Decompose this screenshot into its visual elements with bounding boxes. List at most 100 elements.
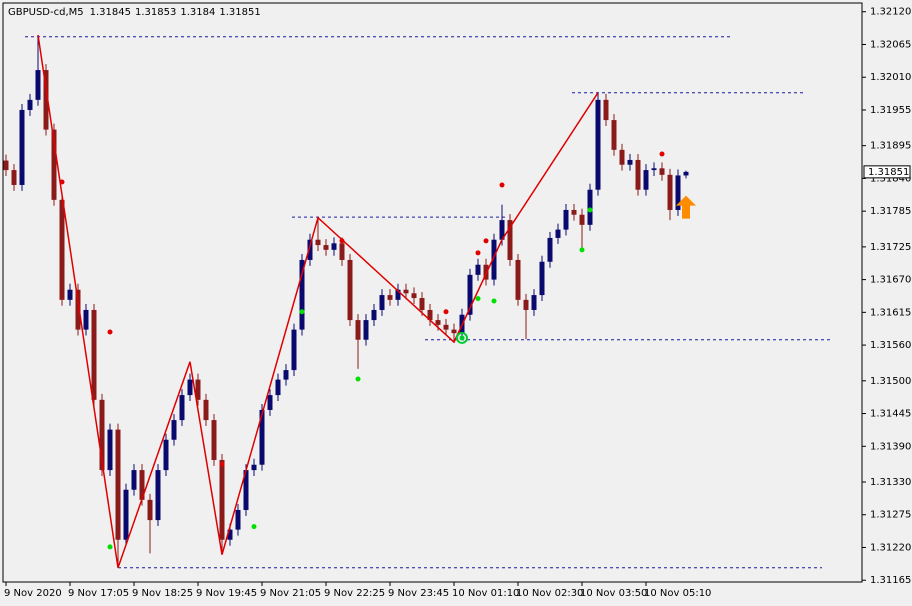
candle-body — [667, 174, 673, 210]
y-tick-label: 1.31725 — [870, 242, 911, 253]
candle-body — [51, 129, 57, 200]
candle-body — [219, 459, 225, 540]
candle-body — [235, 509, 241, 530]
candle-body — [683, 171, 689, 176]
candle-body — [579, 214, 585, 225]
y-tick-label: 1.31500 — [870, 376, 911, 387]
buy-signal — [579, 247, 585, 253]
candle-body — [227, 529, 233, 540]
y-tick-label: 1.32010 — [870, 72, 911, 83]
candle-body — [67, 289, 73, 300]
candle-body — [275, 379, 281, 396]
candle-body — [531, 295, 537, 310]
candle-body — [475, 264, 481, 275]
x-tick-label: 9 Nov 17:05 — [68, 588, 129, 599]
candle-body — [139, 470, 145, 500]
candle-body — [35, 70, 41, 100]
sell-signal — [659, 151, 665, 157]
candle-body — [11, 170, 17, 185]
candle-body — [467, 274, 473, 315]
candle-body — [291, 329, 297, 371]
symbol: GBPUSD-cd,M5 — [8, 7, 84, 18]
y-tick-label: 1.31220 — [870, 542, 911, 553]
sell-signal — [483, 238, 489, 244]
candle-body — [331, 243, 337, 250]
buy-signal — [107, 544, 113, 550]
sell-signal — [443, 309, 449, 315]
candle-body — [587, 189, 593, 225]
candle-body — [451, 329, 457, 334]
candle-body — [243, 470, 249, 510]
sell-signal — [339, 238, 345, 244]
candle-body — [403, 289, 409, 294]
candle-body — [131, 470, 137, 490]
sell-signal — [107, 329, 113, 335]
candle-body — [59, 199, 65, 300]
y-tick-label: 1.31560 — [870, 340, 911, 351]
candle-body — [267, 395, 273, 410]
header-open: 1.31845 — [90, 7, 131, 18]
buy-signal — [355, 376, 361, 382]
candle-body — [355, 320, 361, 340]
candle-body — [307, 239, 313, 260]
x-tick-label: 10 Nov 03:50 — [580, 588, 647, 599]
candle-body — [611, 120, 617, 150]
candle-body — [251, 464, 257, 471]
current-price-box — [863, 165, 911, 179]
candle-body — [187, 379, 193, 396]
y-tick-label: 1.31330 — [870, 477, 911, 488]
x-tick-label: 9 Nov 19:45 — [196, 588, 257, 599]
candle-body — [571, 209, 577, 215]
buy-signal — [491, 298, 497, 304]
candle-body — [299, 259, 305, 330]
candle-body — [435, 320, 441, 325]
x-tick-label: 9 Nov 22:25 — [324, 588, 385, 599]
candle-body — [499, 220, 505, 240]
y-tick-label: 1.31275 — [870, 510, 911, 521]
y-tick-label: 1.31445 — [870, 409, 911, 420]
zigzag-line — [37, 34, 599, 568]
candle-body — [443, 324, 449, 330]
candle-body — [195, 379, 201, 400]
candle-body — [347, 259, 353, 321]
x-tick-label: 10 Nov 02:30 — [516, 588, 583, 599]
candle-body — [179, 395, 185, 421]
candle-body — [635, 159, 641, 190]
candle-body — [3, 160, 9, 171]
y-tick-label: 1.31895 — [870, 141, 911, 152]
candle-body — [379, 295, 385, 310]
candle-body — [203, 399, 209, 421]
candle-body — [419, 298, 425, 310]
header-high: 1.31853 — [135, 7, 176, 18]
candle-body — [323, 245, 329, 250]
candle-body — [315, 239, 321, 246]
buy-signal — [299, 309, 305, 315]
arrow-marker — [676, 195, 696, 219]
candle-body — [675, 175, 681, 210]
sell-signal — [499, 182, 505, 188]
candle-body — [19, 109, 25, 185]
x-tick-label: 9 Nov 18:25 — [132, 588, 193, 599]
candle-body — [163, 439, 169, 471]
candle-body — [523, 299, 529, 310]
x-tick-label: 9 Nov 21:05 — [260, 588, 321, 599]
sell-signal — [59, 179, 65, 185]
circle-marker-dot — [459, 335, 465, 341]
y-tick-label: 1.31615 — [870, 307, 911, 318]
plot-frame — [2, 2, 863, 583]
candle-body — [547, 237, 553, 262]
candle-body — [491, 239, 497, 280]
y-tick-label: 1.31840 — [870, 173, 911, 184]
y-tick-label: 1.32065 — [870, 39, 911, 50]
candle-body — [507, 220, 513, 260]
buy-signal — [475, 296, 481, 302]
candle-body — [83, 309, 89, 330]
candle-body — [595, 99, 601, 190]
y-tick-label: 1.31670 — [870, 275, 911, 286]
candle-body — [515, 259, 521, 300]
candle-body — [371, 309, 377, 321]
candle-body — [651, 168, 657, 171]
candle-body — [43, 70, 49, 130]
buy-signal — [587, 207, 593, 213]
